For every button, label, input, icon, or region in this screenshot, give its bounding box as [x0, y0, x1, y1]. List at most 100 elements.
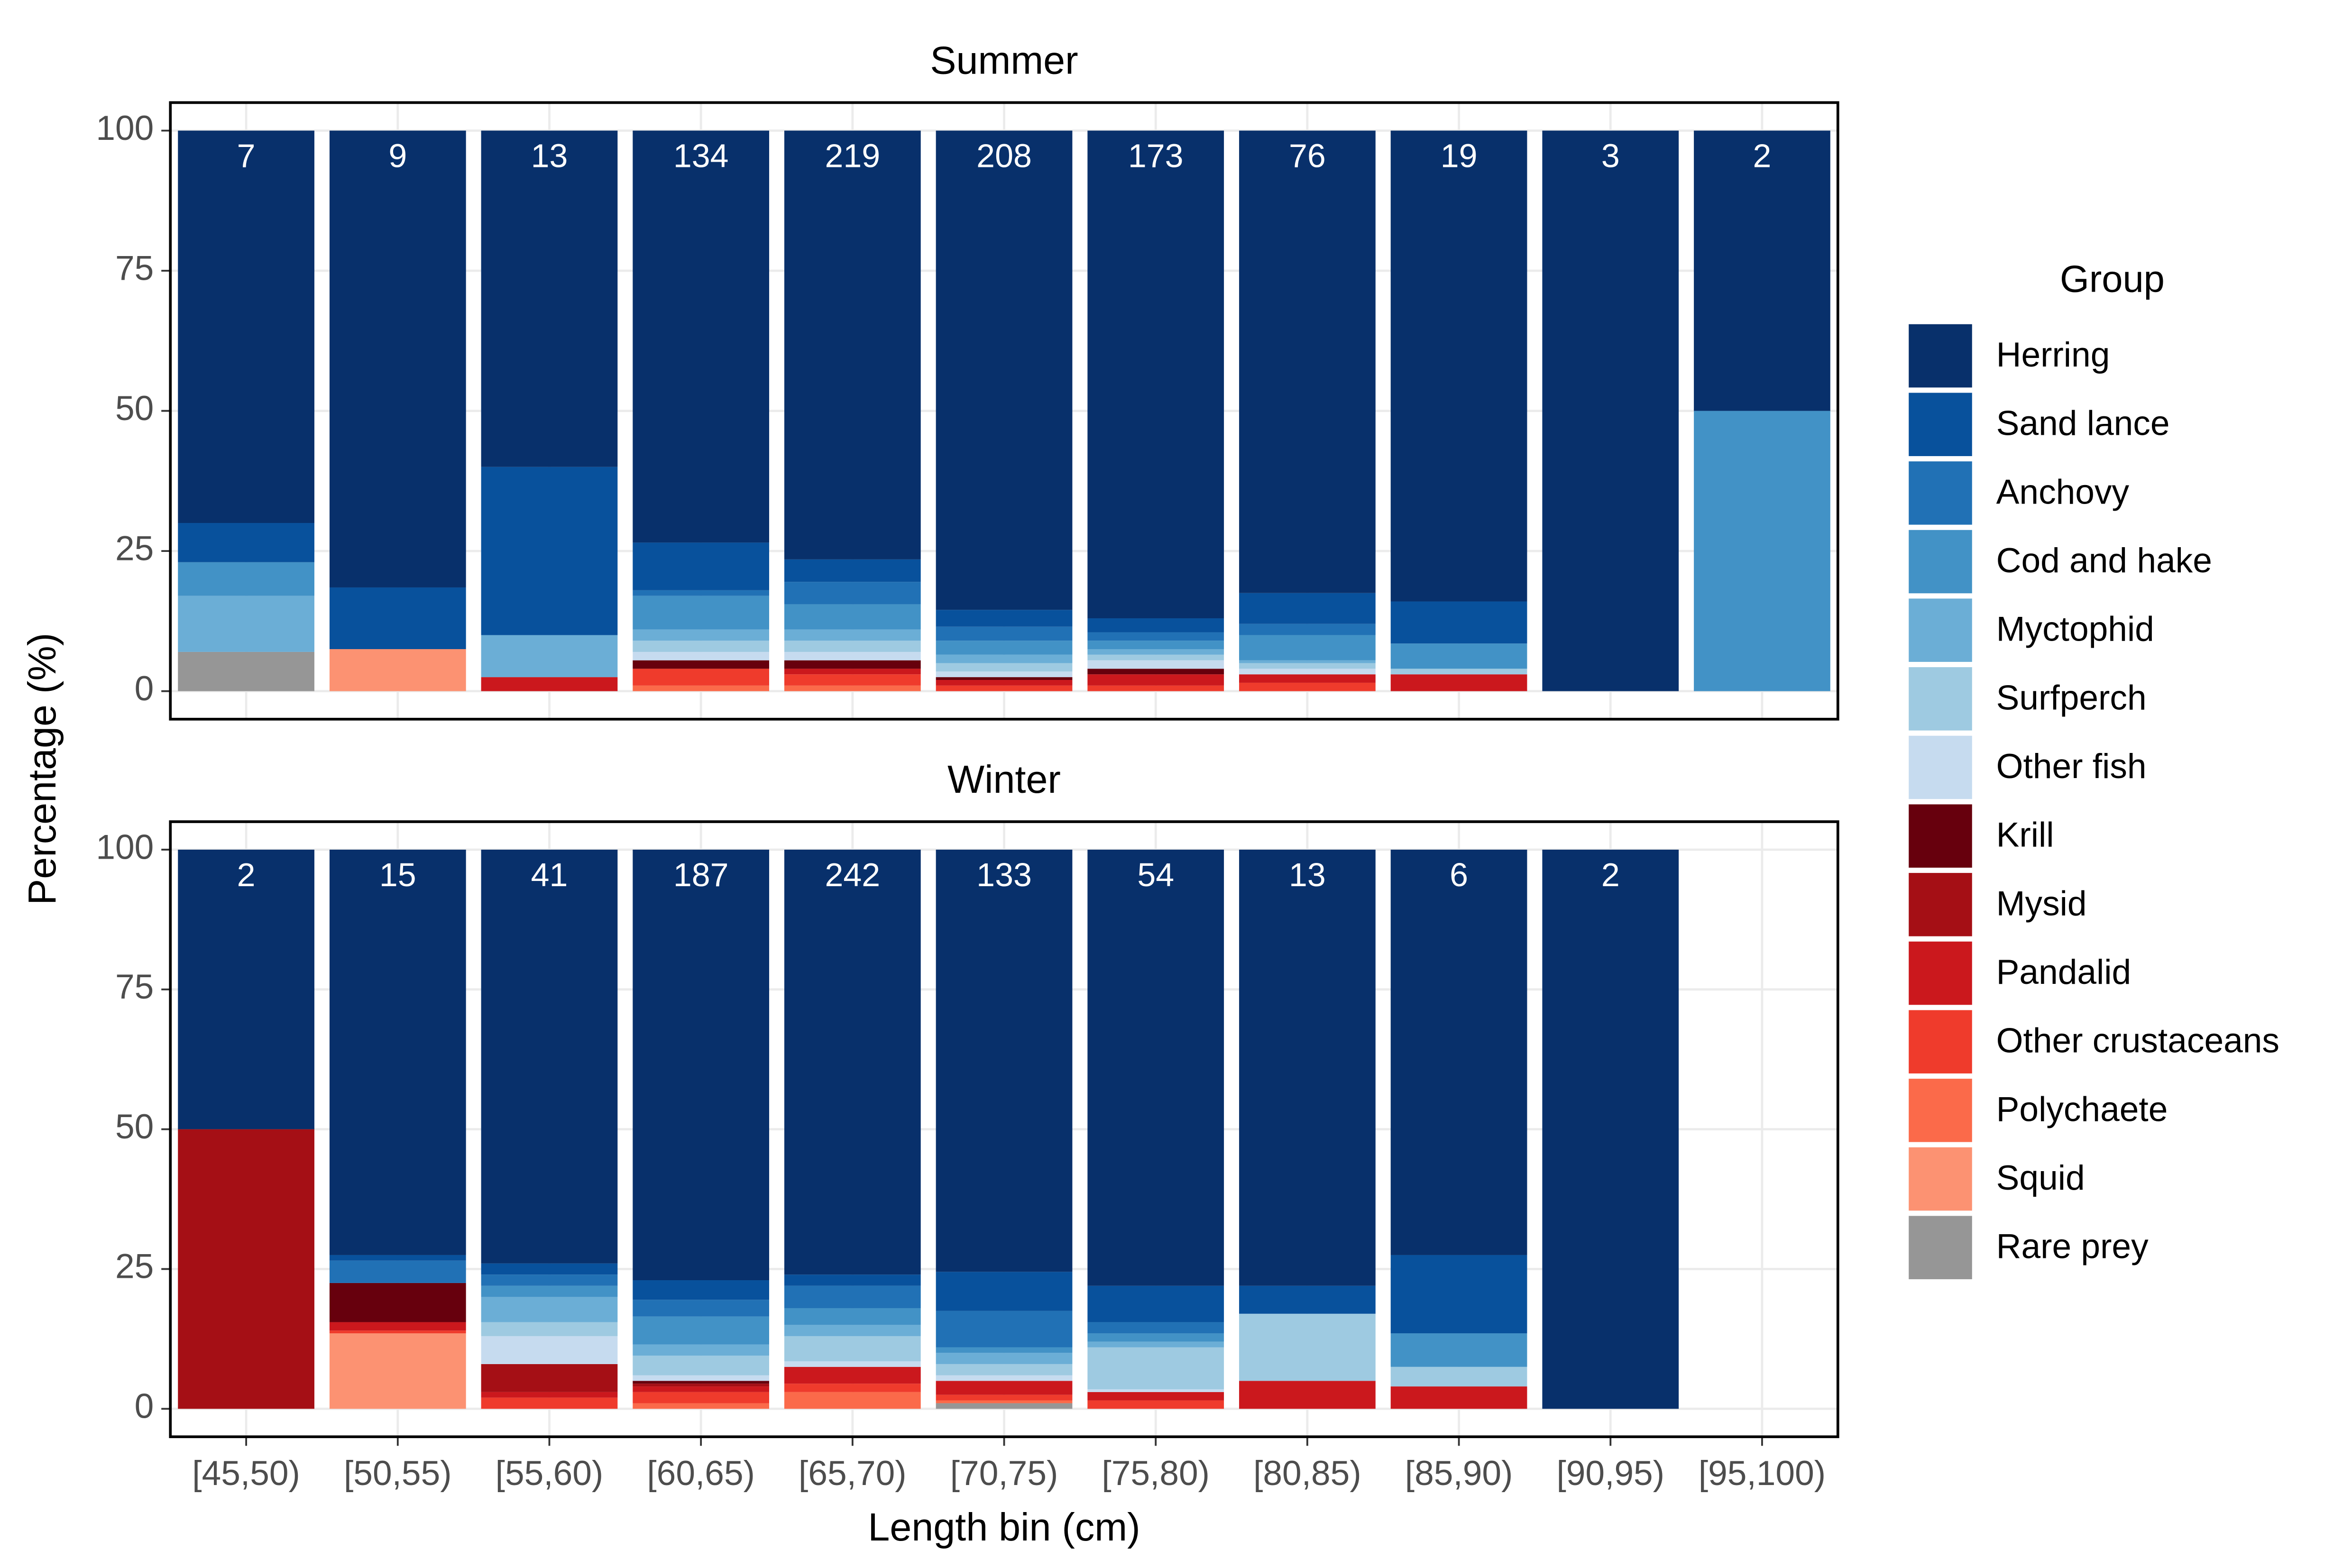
bar-segment: [481, 1263, 618, 1275]
bar-segment: [936, 1347, 1073, 1353]
bar-segment: [1239, 669, 1376, 675]
x-tick-label: [60,65): [647, 1454, 755, 1493]
y-tick-label: 75: [115, 249, 154, 287]
bar-segment: [329, 130, 466, 587]
bar-segment: [936, 671, 1073, 678]
bar-segment: [633, 849, 770, 1281]
y-tick-label: 75: [115, 968, 154, 1006]
y-tick-label: 0: [135, 1387, 154, 1426]
bar-segment: [1239, 660, 1376, 663]
x-tick-label: [80,85): [1253, 1454, 1361, 1493]
bar-segment: [329, 1260, 466, 1283]
bar-segment: [481, 849, 618, 1264]
legend-label: Pandalid: [1996, 953, 2132, 991]
x-tick-label: [95,100): [1699, 1454, 1826, 1493]
bar-segment: [784, 1336, 921, 1362]
bar-segment: [329, 649, 466, 691]
bar-segment: [1239, 635, 1376, 660]
sample-size-label: 2: [237, 856, 256, 893]
legend-swatch: [1909, 598, 1972, 662]
bar-segment: [936, 641, 1073, 655]
panel-title: Winter: [947, 757, 1061, 801]
x-tick-label: [75,80): [1102, 1454, 1210, 1493]
bar-segment: [633, 641, 770, 652]
y-axis-label: Percentage (%): [20, 633, 64, 905]
legend-label: Cod and hake: [1996, 541, 2212, 580]
legend-swatch: [1909, 530, 1972, 594]
bar-segment: [1087, 849, 1224, 1286]
bar-segment: [784, 849, 921, 1275]
bar-segment: [633, 1316, 770, 1345]
bar-segment: [633, 651, 770, 660]
bar-segment: [633, 1392, 770, 1403]
bar-segment: [1087, 660, 1224, 669]
y-tick-label: 50: [115, 389, 154, 428]
bar-segment: [633, 685, 770, 691]
bar-segment: [178, 1129, 314, 1409]
bar-segment: [633, 542, 770, 590]
bar-segment: [481, 1364, 618, 1392]
bar-segment: [784, 669, 921, 675]
bar-segment: [481, 467, 618, 635]
bar-segment: [936, 1403, 1073, 1409]
bar-segment: [1087, 1341, 1224, 1348]
bar-segment: [481, 130, 618, 467]
y-tick-label: 25: [115, 529, 154, 568]
x-tick-label: [85,90): [1405, 1454, 1513, 1493]
bar-segment: [633, 1386, 770, 1392]
bar-segment: [784, 641, 921, 652]
legend-label: Anchovy: [1996, 473, 2130, 511]
sample-size-label: 76: [1289, 137, 1326, 174]
legend-label: Myctophid: [1996, 610, 2154, 649]
bar-segment: [1087, 130, 1224, 618]
bar-segment: [329, 1322, 466, 1331]
x-tick-label: [65,70): [799, 1454, 907, 1493]
bar-segment: [1087, 685, 1224, 691]
bar-segment: [1390, 669, 1527, 675]
bar-segment: [633, 1300, 770, 1317]
bar-segment: [936, 1375, 1073, 1381]
bar-segment: [329, 587, 466, 650]
legend-label: Surfperch: [1996, 679, 2147, 717]
bar-segment: [936, 849, 1073, 1272]
y-tick-label: 50: [115, 1108, 154, 1146]
bar-segment: [633, 1403, 770, 1409]
bar-segment: [633, 590, 770, 596]
sample-size-label: 2: [1753, 137, 1772, 174]
sample-size-label: 13: [1289, 856, 1326, 893]
bar-segment: [936, 654, 1073, 663]
bar-segment: [329, 1255, 466, 1261]
x-tick-label: [45,50): [192, 1454, 300, 1493]
legend-swatch: [1909, 667, 1972, 731]
bar-segment: [784, 1366, 921, 1384]
bar-segment: [936, 1353, 1073, 1364]
bar-segment: [936, 130, 1073, 610]
bar-segment: [936, 680, 1073, 686]
bar-segment: [178, 562, 314, 596]
bar-segment: [1087, 641, 1224, 650]
bar-segment: [329, 849, 466, 1255]
sample-size-label: 3: [1601, 137, 1620, 174]
x-tick-label: [70,75): [950, 1454, 1058, 1493]
y-tick-label: 0: [135, 669, 154, 708]
bar-segment: [633, 1356, 770, 1375]
bar-segment: [178, 130, 314, 523]
bar-segment: [178, 651, 314, 691]
legend-swatch: [1909, 324, 1972, 388]
bar-segment: [1239, 593, 1376, 624]
bar-segment: [633, 669, 770, 686]
panel-title: Summer: [930, 38, 1078, 83]
sample-size-label: 173: [1128, 137, 1184, 174]
bar-segment: [1087, 632, 1224, 641]
bar-segment: [936, 610, 1073, 627]
legend-label: Other fish: [1996, 747, 2147, 786]
bar-segment: [1390, 1386, 1527, 1409]
bar-segment: [481, 1275, 618, 1286]
bar-segment: [1390, 849, 1527, 1255]
bar-segment: [633, 1344, 770, 1356]
bar-segment: [936, 626, 1073, 641]
bar-segment: [1087, 649, 1224, 655]
legend-label: Herring: [1996, 336, 2110, 374]
legend-swatch: [1909, 804, 1972, 868]
bar-segment: [633, 130, 770, 543]
